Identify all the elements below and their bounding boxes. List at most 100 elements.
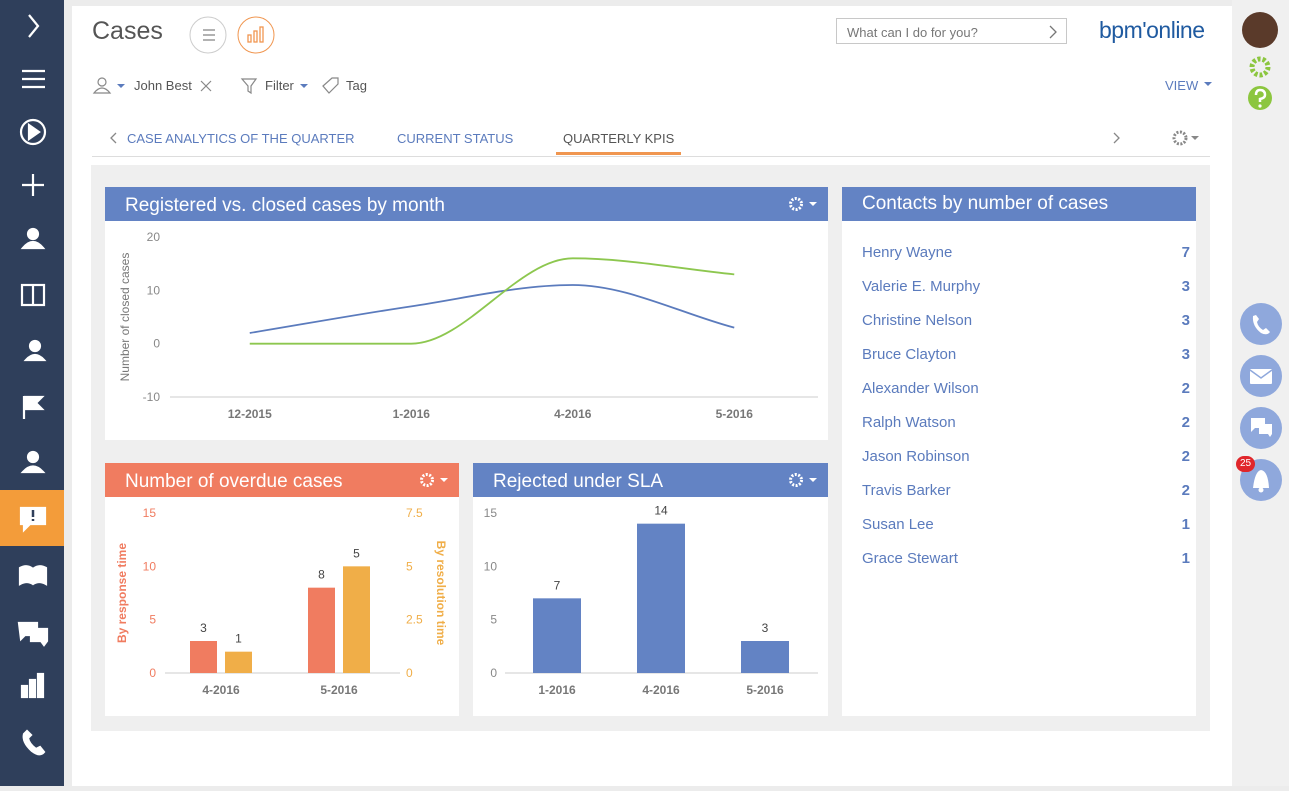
contact-row[interactable]: Jason Robinson 2 bbox=[862, 448, 1190, 465]
filter-icons bbox=[92, 77, 339, 95]
x-tick-label: 1-2016 bbox=[393, 407, 431, 421]
contact-row[interactable]: Travis Barker 2 bbox=[862, 482, 1190, 499]
data-label: 8 bbox=[318, 568, 325, 582]
contact-count: 2 bbox=[1181, 414, 1190, 431]
data-label: 3 bbox=[200, 621, 207, 635]
contact-count: 2 bbox=[1181, 482, 1190, 499]
contact-name[interactable]: Ralph Watson bbox=[862, 414, 956, 431]
contact-name[interactable]: Valerie E. Murphy bbox=[862, 278, 981, 295]
sidebar-icons bbox=[0, 14, 64, 756]
contacts-widget: Contacts by number of cases Henry Wayne 7… bbox=[842, 187, 1196, 716]
y2-tick-label: 5 bbox=[406, 559, 413, 573]
view-caret bbox=[1204, 82, 1212, 86]
user-filter[interactable]: John Best bbox=[134, 78, 192, 93]
y-tick-label: 20 bbox=[147, 230, 161, 244]
contact-name[interactable]: Alexander Wilson bbox=[862, 380, 979, 397]
filter-button[interactable]: Filter bbox=[265, 78, 294, 93]
settings-icon[interactable] bbox=[1249, 56, 1271, 78]
tab[interactable]: CASE ANALYTICS OF THE QUARTER bbox=[127, 131, 355, 146]
contact-name[interactable]: Jason Robinson bbox=[862, 448, 970, 465]
contact-count: 1 bbox=[1181, 516, 1190, 533]
y-tick-label: 15 bbox=[143, 506, 157, 520]
icons[interactable] bbox=[17, 14, 49, 756]
contact-count: 2 bbox=[1181, 380, 1190, 397]
logo: bpm'online bbox=[1099, 17, 1205, 43]
contact-count: 1 bbox=[1181, 550, 1190, 567]
y-tick-label: 10 bbox=[147, 283, 161, 297]
widget bbox=[105, 463, 459, 716]
x-tick-label: 1-2016 bbox=[538, 683, 576, 697]
contact-row[interactable]: Susan Lee 1 bbox=[862, 516, 1190, 533]
tab[interactable]: QUARTERLY KPIS bbox=[556, 131, 682, 155]
x-tick-label: 4-2016 bbox=[554, 407, 592, 421]
page-title: Cases bbox=[92, 17, 163, 45]
contact-name[interactable]: Christine Nelson bbox=[862, 312, 973, 329]
y2-axis-label: By resolution time bbox=[434, 541, 448, 646]
widget-settings[interactable] bbox=[789, 197, 803, 211]
contact-name[interactable]: Henry Wayne bbox=[862, 244, 953, 261]
notification-badge: 25 bbox=[1236, 456, 1255, 472]
x-tick-label: 5-2016 bbox=[320, 683, 358, 697]
y-tick-label: 10 bbox=[143, 559, 157, 573]
view-button[interactable]: VIEW bbox=[1165, 78, 1199, 93]
y-tick-label: 5 bbox=[149, 613, 156, 627]
search-box[interactable]: What can I do for you? bbox=[836, 18, 1067, 44]
data-label: 14 bbox=[654, 504, 668, 518]
contact-row[interactable]: Ralph Watson 2 bbox=[862, 414, 1190, 431]
widget-header bbox=[473, 463, 828, 497]
widget-settings[interactable] bbox=[420, 473, 434, 487]
contact-row[interactable]: Henry Wayne 7 bbox=[862, 244, 1190, 261]
right-bar bbox=[1232, 0, 1289, 786]
widget bbox=[105, 187, 828, 440]
x-tick-label: 4-2016 bbox=[202, 683, 240, 697]
widget-title: Contacts by number of cases bbox=[842, 187, 1196, 221]
widget-header bbox=[105, 187, 828, 221]
y-tick-label: 0 bbox=[490, 666, 497, 680]
bar bbox=[308, 587, 335, 673]
tag-button[interactable]: Tag bbox=[346, 78, 367, 93]
tab-arrows bbox=[110, 130, 1199, 146]
contact-name[interactable]: Bruce Clayton bbox=[862, 346, 957, 363]
contact-count: 3 bbox=[1181, 278, 1190, 295]
y-tick-label: 10 bbox=[484, 559, 498, 573]
y-axis-label: Number of closed cases bbox=[118, 253, 132, 382]
x-tick-label: 4-2016 bbox=[642, 683, 680, 697]
bar bbox=[637, 523, 685, 673]
bar bbox=[533, 598, 581, 673]
widget-settings-caret bbox=[440, 478, 448, 482]
line-series bbox=[249, 257, 735, 345]
avatar[interactable] bbox=[1242, 12, 1278, 48]
contact-count: 3 bbox=[1181, 346, 1190, 363]
widget-settings-caret bbox=[809, 478, 817, 482]
view-switch[interactable] bbox=[186, 13, 280, 57]
contact-name[interactable]: Susan Lee bbox=[862, 516, 934, 533]
contact-name[interactable]: Travis Barker bbox=[862, 482, 951, 499]
y2-tick-label: 7.5 bbox=[406, 506, 423, 520]
bar bbox=[190, 641, 217, 673]
contact-row[interactable]: Valerie E. Murphy 3 bbox=[862, 278, 1190, 295]
tab[interactable]: CURRENT STATUS bbox=[397, 131, 514, 146]
contact-name[interactable]: Grace Stewart bbox=[862, 550, 958, 567]
y-tick-label: 0 bbox=[149, 666, 156, 680]
y-tick-label: 15 bbox=[484, 506, 498, 520]
y-axis-label: By response time bbox=[115, 543, 129, 643]
contact-row[interactable]: Bruce Clayton 3 bbox=[862, 346, 1190, 363]
widget-settings-caret bbox=[809, 202, 817, 206]
data-label: 5 bbox=[353, 546, 360, 560]
contact-count: 7 bbox=[1181, 244, 1190, 261]
data-label: 7 bbox=[554, 578, 561, 592]
y-tick-label: 5 bbox=[490, 613, 497, 627]
data-label: 1 bbox=[235, 632, 242, 646]
x-tick-label: 5-2016 bbox=[746, 683, 784, 697]
right-icons bbox=[1240, 12, 1282, 501]
sidebar bbox=[0, 0, 64, 786]
x-tick-label: 5-2016 bbox=[716, 407, 754, 421]
widget-settings[interactable] bbox=[789, 473, 803, 487]
line-series bbox=[249, 284, 735, 334]
contact-row[interactable]: Grace Stewart 1 bbox=[862, 550, 1190, 567]
contact-row[interactable]: Christine Nelson 3 bbox=[862, 312, 1190, 329]
x-tick-label: 12-2015 bbox=[228, 407, 272, 421]
contact-row[interactable]: Alexander Wilson 2 bbox=[862, 380, 1190, 397]
